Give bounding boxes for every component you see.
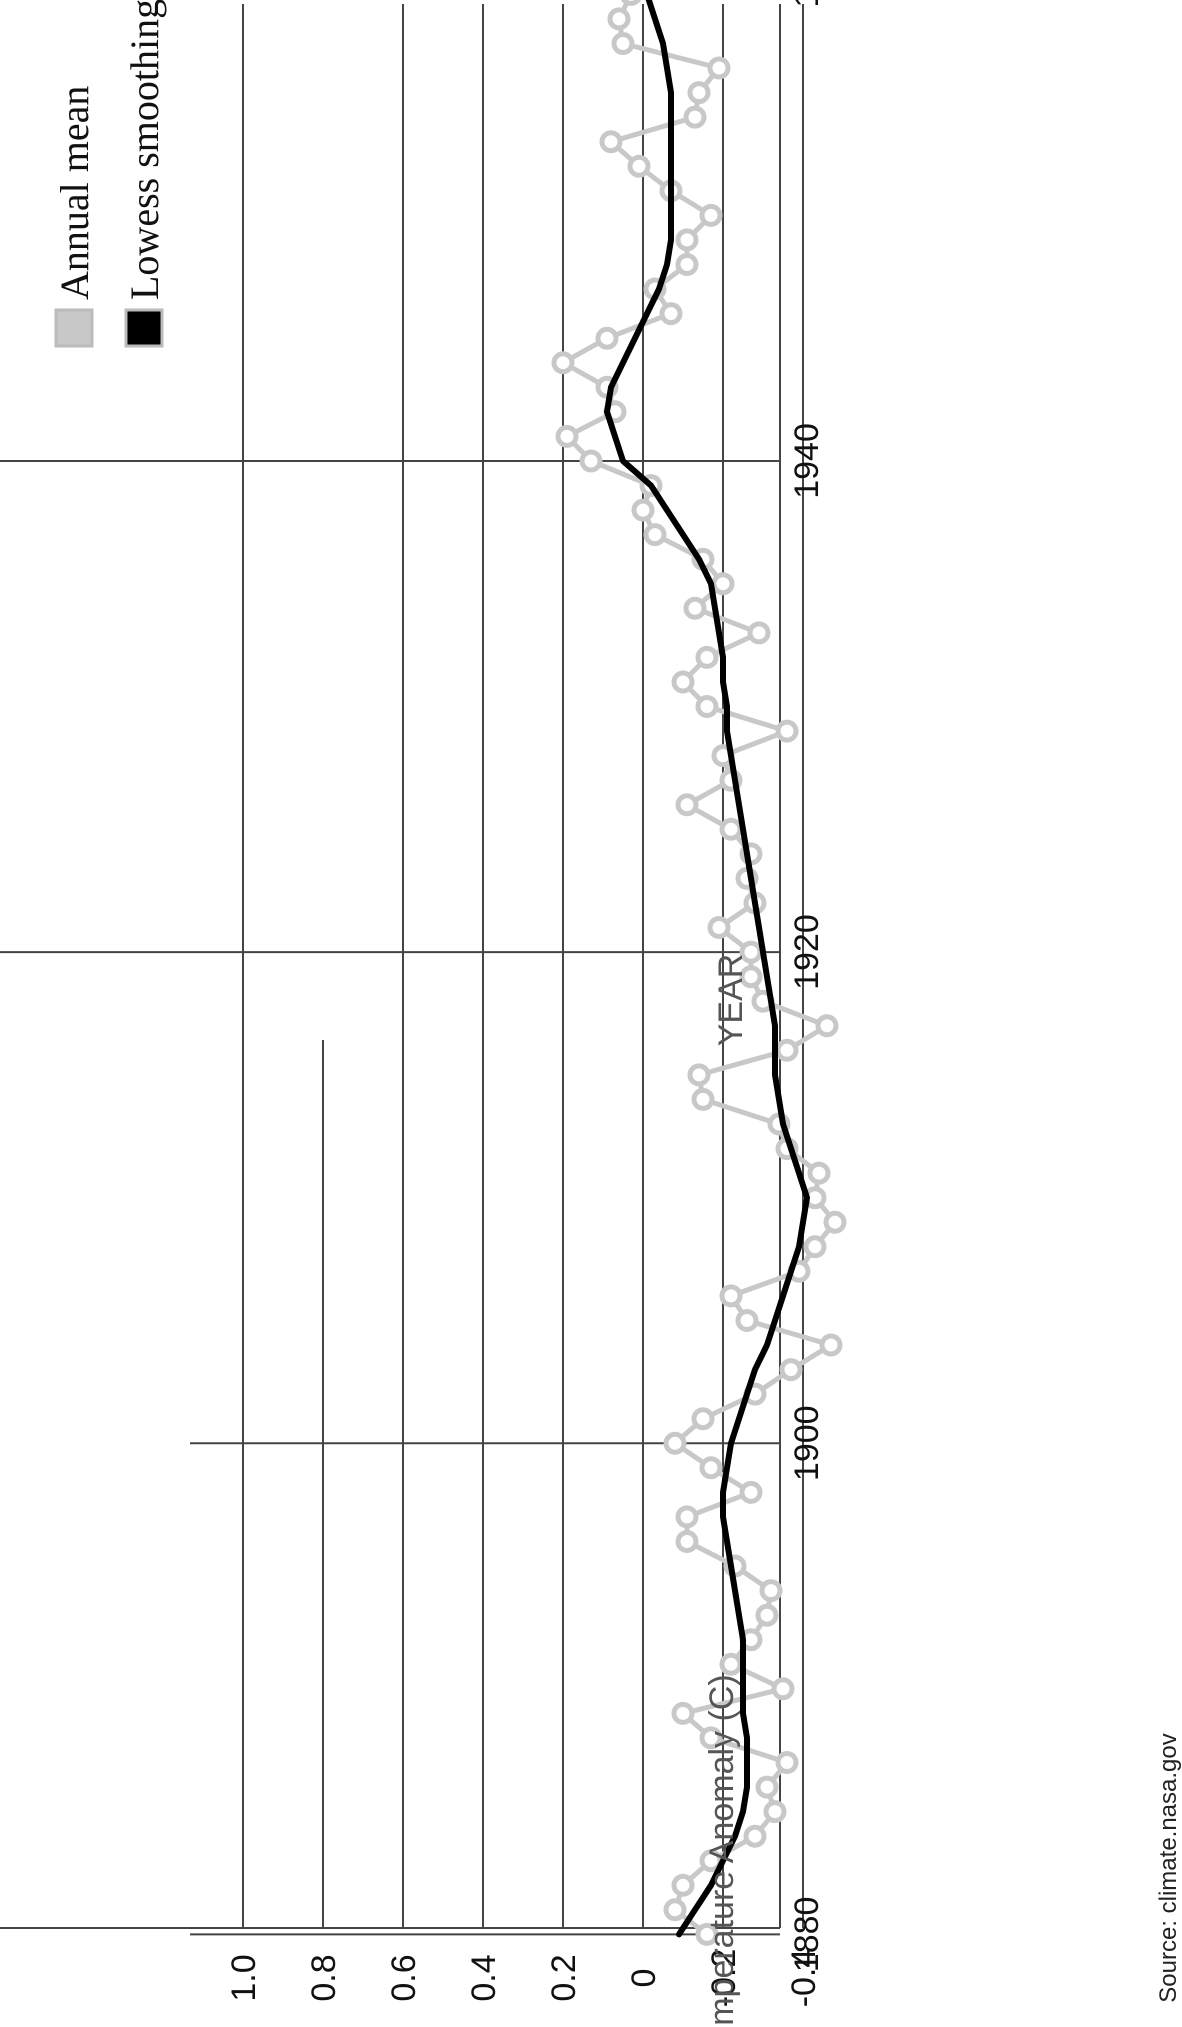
- annual-mean-point: [823, 1210, 847, 1234]
- annual-mean-point: [683, 596, 707, 620]
- annual-mean-point: [815, 1014, 839, 1038]
- annual-mean-point: [707, 916, 731, 939]
- y-tick-label: 1.0: [225, 1954, 263, 2001]
- legend-label-annual-mean: Annual mean: [52, 86, 97, 300]
- annual-mean-point: [819, 1333, 843, 1357]
- x-tick-label: 1900: [788, 1405, 826, 1481]
- annual-mean-point: [747, 621, 771, 645]
- annual-mean-point: [579, 449, 603, 473]
- legend-label-lowess-smoothing: Lowess smoothing: [122, 0, 167, 300]
- annual-mean-point: [675, 228, 699, 252]
- annual-mean-point: [671, 1701, 695, 1725]
- annual-mean-point: [595, 326, 619, 350]
- annual-mean-point: [699, 203, 723, 227]
- annual-mean-point: [675, 253, 699, 276]
- legend-background: [4, 4, 188, 364]
- y-tick-label: -0.2: [705, 1949, 743, 2008]
- annual-mean-point: [607, 7, 631, 31]
- annual-mean-point: [611, 32, 635, 55]
- annual-mean-point: [775, 719, 799, 743]
- annual-mean-point: [775, 1038, 799, 1062]
- annual-mean-point: [699, 1456, 723, 1480]
- annual-mean-point: [599, 130, 623, 154]
- annual-mean-series: [551, 0, 847, 1946]
- annual-mean-point: [663, 1431, 687, 1455]
- source-note: Source: climate.nasa.gov: [1155, 1733, 1182, 2002]
- annual-mean-point: [627, 154, 651, 178]
- annual-mean-point: [659, 302, 683, 326]
- annual-mean-point: [807, 1161, 831, 1185]
- annual-mean-point: [695, 1922, 719, 1946]
- annual-mean-point: [771, 1677, 795, 1701]
- annual-mean-point: [803, 1235, 827, 1259]
- annual-mean-point: [739, 965, 763, 989]
- annual-mean-point: [707, 56, 731, 80]
- annual-mean-point: [711, 572, 735, 596]
- annual-mean-point: [759, 1579, 783, 1603]
- annual-mean-point: [699, 1726, 723, 1750]
- x-tick-label: 1940: [788, 423, 826, 499]
- x-tick-label: 1960: [788, 0, 826, 8]
- lowess-smoothing-series: [604, 0, 810, 1938]
- annual-mean-point: [763, 1800, 787, 1824]
- y-axis-title: Temperature Anomaly (C): [703, 1674, 741, 2027]
- x-tick-label: 1920: [788, 914, 826, 990]
- annual-mean-point: [779, 1358, 803, 1382]
- annual-mean-point: [719, 1284, 743, 1308]
- annual-mean-point: [671, 1873, 695, 1897]
- annual-mean-point: [739, 1480, 763, 1504]
- x-axis-title: YEAR: [712, 954, 750, 1047]
- annual-mean-point: [687, 1063, 711, 1087]
- annual-mean-point: [643, 523, 667, 547]
- y-tick-label: 0.8: [305, 1954, 343, 2001]
- annual-mean-point: [671, 670, 695, 694]
- annual-mean-point: [691, 1087, 715, 1111]
- annual-mean-point: [620, 0, 642, 6]
- y-tick-label: 0.6: [385, 1954, 423, 2001]
- annual-mean-point: [683, 105, 707, 129]
- x-tick-label: 1880: [788, 1897, 826, 1973]
- y-tick-label: 0: [625, 1969, 663, 1988]
- annual-mean-point: [755, 1603, 779, 1627]
- annual-mean-point: [735, 1309, 759, 1332]
- annual-mean-point: [675, 1530, 699, 1553]
- y-tick-label: -0.4: [785, 1949, 823, 2008]
- annual-mean-point: [551, 351, 575, 375]
- annual-mean-point: [755, 1775, 779, 1799]
- legend: Annual mean Lowess smoothing: [4, 0, 188, 364]
- legend-swatch-annual-mean: [54, 308, 94, 348]
- annual-mean-point: [691, 1407, 715, 1431]
- annual-mean-point: [675, 1505, 699, 1529]
- lowess-smoothing-line: [604, 0, 810, 1938]
- legend-swatch-lowess-smoothing: [124, 308, 164, 348]
- annual-mean-point: [695, 695, 719, 718]
- annual-mean-point: [687, 81, 711, 105]
- annual-mean-point: [775, 1751, 799, 1774]
- grid: [0, 4, 804, 1936]
- annual-mean-point: [675, 793, 699, 817]
- annual-mean-point: [695, 645, 719, 669]
- annual-mean-point: [743, 1824, 767, 1848]
- axis-ticks: 188019001920194019601980200020201.00.80.…: [225, 0, 826, 2007]
- annual-mean-point: [555, 424, 579, 448]
- annual-mean-point: [719, 817, 743, 841]
- annual-mean-point: [719, 1652, 743, 1676]
- y-tick-label: 0.2: [545, 1954, 583, 2001]
- y-tick-label: 0.4: [465, 1954, 503, 2001]
- annual-mean-point: [631, 498, 655, 522]
- annual-mean-point: [663, 1898, 687, 1922]
